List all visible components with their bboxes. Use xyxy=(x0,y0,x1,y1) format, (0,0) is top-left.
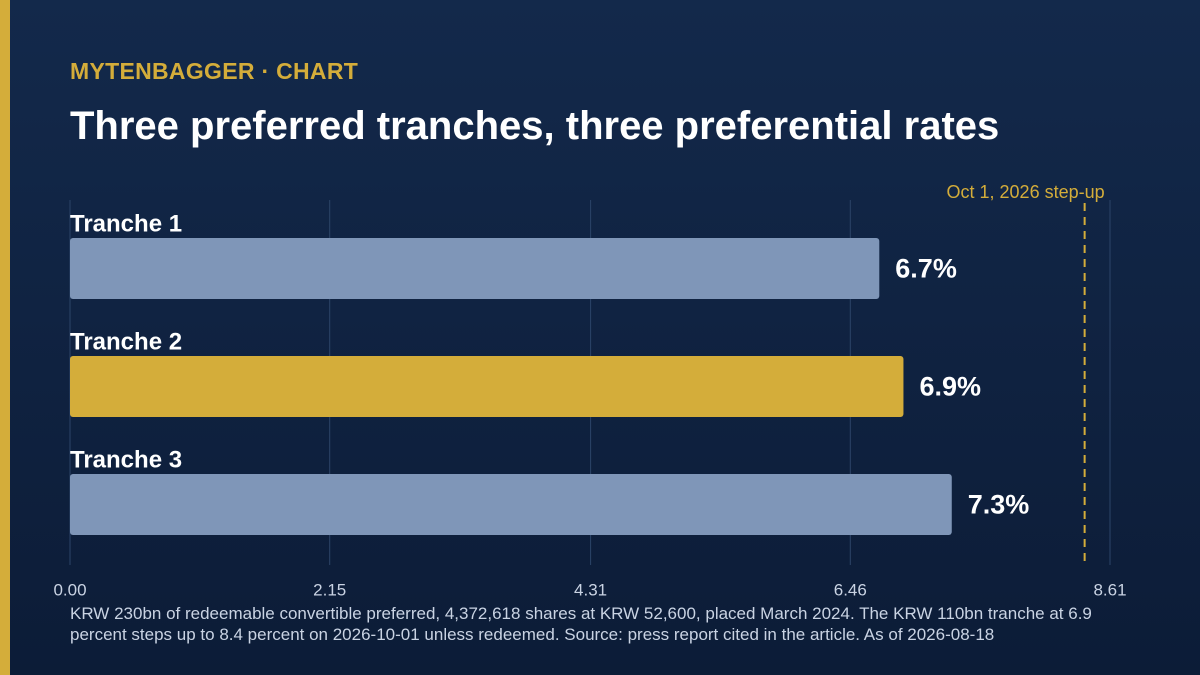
x-tick-label: 4.31 xyxy=(574,580,607,599)
x-tick-label: 0.00 xyxy=(53,580,86,599)
accent-stripe xyxy=(0,0,10,675)
category-label: Tranche 1 xyxy=(70,210,182,237)
x-tick-label: 8.61 xyxy=(1093,580,1126,599)
category-label: Tranche 3 xyxy=(70,446,182,473)
value-label: 6.9% xyxy=(919,372,981,402)
chart-title: Three preferred tranches, three preferen… xyxy=(70,104,1000,148)
bar xyxy=(70,356,904,417)
value-label: 6.7% xyxy=(895,254,957,284)
reference-label: Oct 1, 2026 step-up xyxy=(947,182,1105,202)
bar xyxy=(70,238,880,299)
x-tick-label: 6.46 xyxy=(834,580,867,599)
category-label: Tranche 2 xyxy=(70,328,182,355)
value-label: 7.3% xyxy=(968,490,1030,520)
footnote: KRW 230bn of redeemable convertible pref… xyxy=(70,604,1092,644)
kicker: MYTENBAGGER · CHART xyxy=(70,58,359,84)
bar xyxy=(70,474,952,535)
x-tick-label: 2.15 xyxy=(313,580,346,599)
